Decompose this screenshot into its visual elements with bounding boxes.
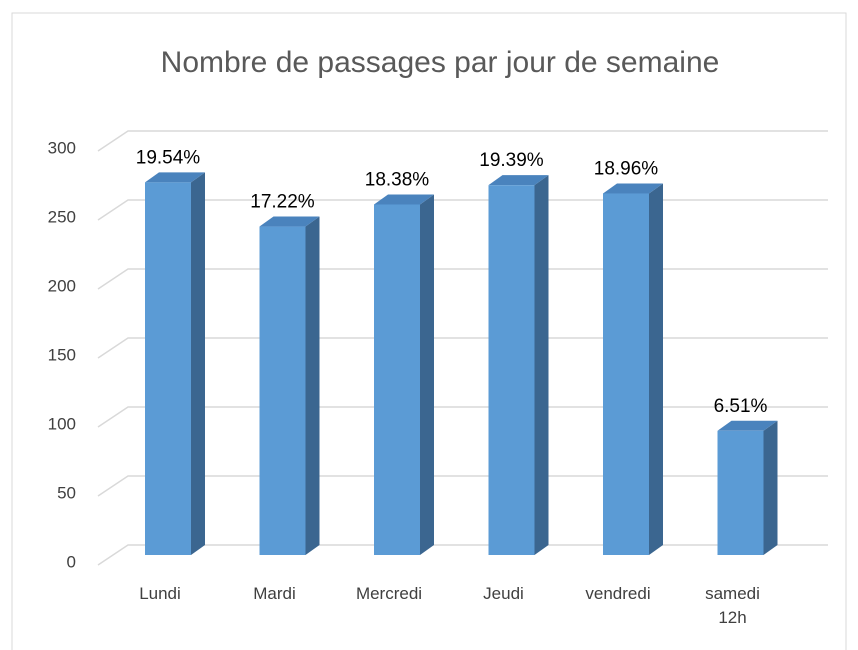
x-tick-label: vendredi: [585, 584, 651, 603]
chart-title: Nombre de passages par jour de semaine: [161, 46, 720, 79]
grid-line: [97, 406, 828, 428]
y-tick-label: 250: [48, 207, 76, 226]
y-tick-label: 100: [48, 414, 76, 433]
grid-line: [97, 199, 828, 221]
bar: [717, 430, 764, 555]
y-tick-label: 300: [48, 138, 76, 157]
grid-line: [97, 130, 828, 152]
bar-top: [259, 216, 320, 227]
bar: [603, 193, 649, 555]
x-tick-label: Lundi: [139, 584, 181, 603]
data-label: 19.54%: [136, 147, 201, 168]
data-label: 18.38%: [365, 169, 430, 190]
y-tick-label: 150: [48, 345, 76, 364]
bar-side: [305, 216, 320, 555]
bar: [259, 226, 306, 555]
bar: [145, 182, 191, 555]
grid-line: [97, 337, 828, 359]
bar-side: [763, 420, 778, 555]
bar-side: [534, 175, 549, 555]
bar-top: [374, 194, 434, 205]
bar: [374, 204, 420, 556]
grid-line: [97, 475, 828, 497]
bar: [488, 185, 535, 555]
x-tick-label: Mardi: [253, 584, 296, 603]
bar-side: [649, 183, 663, 555]
x-tick-label: samedi 12h: [705, 584, 760, 627]
bar-side: [191, 172, 205, 555]
bar-top: [145, 172, 205, 183]
x-tick-label: Jeudi: [483, 584, 524, 603]
y-tick-label: 200: [48, 276, 76, 295]
grid-line: [97, 268, 828, 290]
data-label: 6.51%: [714, 396, 768, 417]
bar-side: [420, 194, 434, 556]
y-tick-label: 50: [57, 483, 76, 502]
data-label: 18.96%: [594, 158, 659, 179]
chart-frame: [11, 12, 847, 650]
data-label: 17.22%: [250, 192, 315, 213]
bar-top: [717, 420, 778, 431]
grid-line: [97, 544, 828, 566]
y-tick-label: 0: [67, 552, 76, 571]
bar-top: [603, 183, 663, 194]
x-tick-label: Mercredi: [355, 584, 423, 603]
data-label: 19.39%: [479, 150, 544, 171]
bar-top: [488, 175, 549, 186]
